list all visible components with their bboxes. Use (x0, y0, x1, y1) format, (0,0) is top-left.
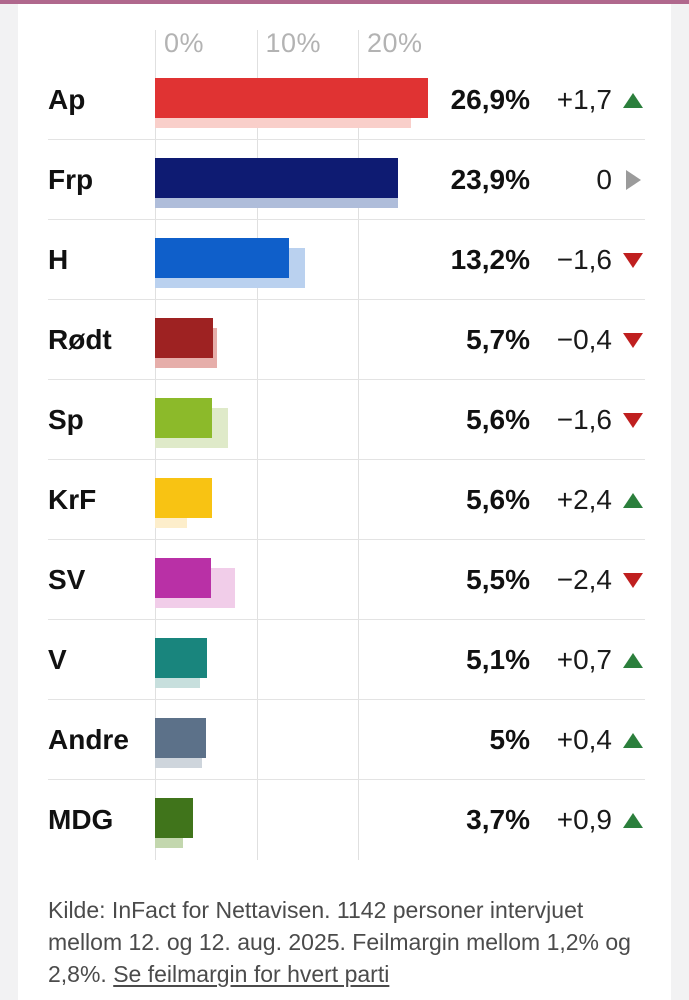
trend-down-icon (623, 252, 643, 268)
trend-icon-box (621, 808, 645, 832)
party-row: Sp 5,6% −1,6 (48, 380, 645, 460)
value-label: 23,9% (450, 164, 530, 195)
axis-gridline (358, 30, 359, 860)
row-values: 5,5% −2,4 (402, 540, 645, 620)
trend-icon-box (621, 328, 645, 352)
change-label: +2,4 (556, 484, 612, 515)
row-values: 5% +0,4 (402, 700, 645, 780)
party-label: Andre (48, 724, 129, 755)
row-values: 3,7% +0,9 (402, 780, 645, 860)
trend-icon-box (621, 168, 645, 192)
value-label: 5,5% (466, 564, 530, 595)
bar-current (155, 798, 193, 838)
source-note: Kilde: InFact for Nettavisen. 1142 perso… (48, 894, 645, 990)
bar-current (155, 158, 398, 198)
trend-icon-box (621, 648, 645, 672)
value-label: 5,1% (466, 644, 530, 675)
party-label: Frp (48, 164, 94, 195)
value-label: 5% (489, 724, 530, 755)
party-label: H (48, 244, 69, 275)
party-row: Frp 23,9% 0 (48, 140, 645, 220)
change-label: 0 (596, 164, 612, 195)
bar-current (155, 318, 213, 358)
poll-card: 0% 10% 20% Ap 26,9% +1,7 Frp 23,9% 0 H (18, 4, 671, 1000)
axis-gridline (256, 30, 258, 860)
party-label: MDG (48, 804, 114, 835)
party-label: Sp (48, 404, 84, 435)
bar-current (155, 78, 429, 118)
axis-tick-label: 10% (265, 28, 322, 58)
trend-down-icon (623, 412, 643, 428)
trend-up-icon (623, 492, 643, 508)
poll-bar-chart: 0% 10% 20% Ap 26,9% +1,7 Frp 23,9% 0 H (48, 4, 645, 860)
value-label: 5,6% (466, 404, 530, 435)
party-row: Andre 5% +0,4 (48, 700, 645, 780)
row-values: 5,1% +0,7 (402, 620, 645, 700)
trend-down-icon (623, 332, 643, 348)
source-text: Kilde: InFact for Nettavisen. 1142 perso… (48, 897, 631, 987)
change-label: +0,4 (556, 724, 612, 755)
change-label: +0,7 (556, 644, 612, 675)
axis-tick-label: 0% (164, 28, 205, 58)
trend-icon-box (621, 248, 645, 272)
row-values: 23,9% 0 (402, 140, 645, 220)
bar-current (155, 398, 212, 438)
bar-current (155, 558, 211, 598)
value-label: 5,7% (466, 324, 530, 355)
party-row: Rødt 5,7% −0,4 (48, 300, 645, 380)
party-label: Ap (48, 84, 86, 115)
change-label: −2,4 (556, 564, 612, 595)
party-row: H 13,2% −1,6 (48, 220, 645, 300)
trend-up-icon (623, 812, 643, 828)
change-label: −1,6 (556, 404, 612, 435)
brand-accent-stripe (0, 0, 689, 4)
value-label: 26,9% (450, 84, 530, 115)
row-values: 5,6% +2,4 (402, 460, 645, 540)
trend-icon-box (621, 408, 645, 432)
party-row: MDG 3,7% +0,9 (48, 780, 645, 860)
value-label: 5,6% (466, 484, 530, 515)
trend-flat-icon (625, 170, 641, 190)
value-label: 3,7% (466, 804, 530, 835)
row-values: 26,9% +1,7 (402, 60, 645, 140)
change-label: +0,9 (556, 804, 612, 835)
error-margin-link[interactable]: Se feilmargin for hvert parti (113, 961, 390, 987)
bar-current (155, 638, 207, 678)
bar-current (155, 478, 212, 518)
trend-up-icon (623, 732, 643, 748)
trend-up-icon (623, 92, 643, 108)
trend-icon-box (621, 728, 645, 752)
trend-icon-box (621, 568, 645, 592)
party-label: KrF (48, 484, 97, 515)
row-values: 5,7% −0,4 (402, 300, 645, 380)
change-label: −1,6 (556, 244, 612, 275)
rows: Ap 26,9% +1,7 Frp 23,9% 0 H 13,2% −1,6 (48, 60, 645, 860)
party-label: SV (48, 564, 86, 595)
party-row: SV 5,5% −2,4 (48, 540, 645, 620)
trend-icon-box (621, 488, 645, 512)
bar-current (155, 718, 206, 758)
axis-tick-label: 20% (367, 28, 423, 58)
party-row: Ap 26,9% +1,7 (48, 60, 645, 140)
change-label: +1,7 (556, 84, 612, 115)
trend-down-icon (623, 572, 643, 588)
change-label: −0,4 (556, 324, 612, 355)
party-row: V 5,1% +0,7 (48, 620, 645, 700)
trend-icon-box (621, 88, 645, 112)
party-label: V (48, 644, 67, 675)
row-values: 5,6% −1,6 (402, 380, 645, 460)
party-label: Rødt (48, 324, 112, 355)
party-row: KrF 5,6% +2,4 (48, 460, 645, 540)
trend-up-icon (623, 652, 643, 668)
value-label: 13,2% (450, 244, 530, 275)
axis-header: 0% 10% 20% (48, 4, 645, 60)
row-values: 13,2% −1,6 (402, 220, 645, 300)
bar-current (155, 238, 289, 278)
